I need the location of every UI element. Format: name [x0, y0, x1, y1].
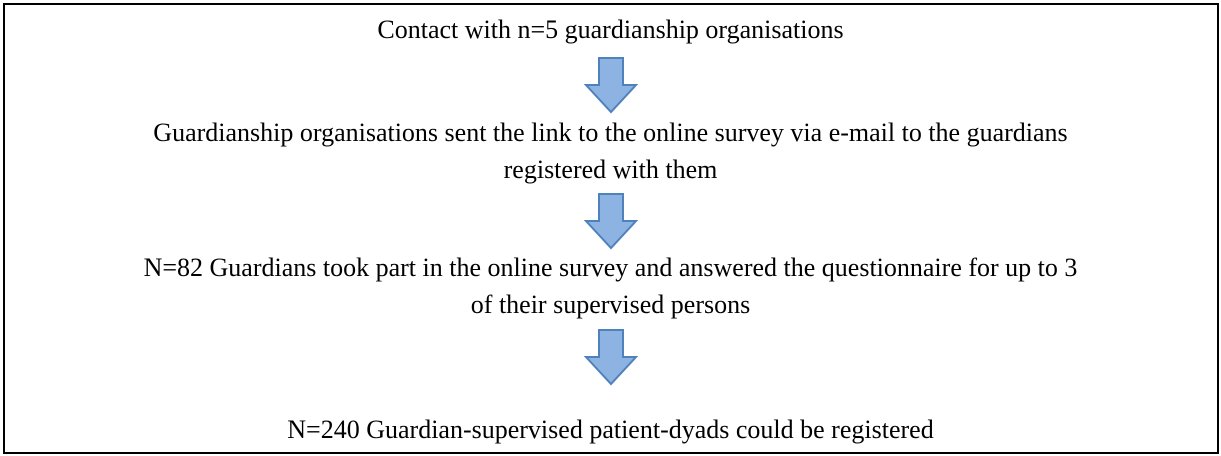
- step-text: registered with them: [503, 155, 718, 184]
- flowchart-frame: [3, 3, 1219, 454]
- step-text: N=82 Guardians took part in the online s…: [143, 253, 1078, 282]
- down-arrow: [583, 329, 639, 386]
- down-arrow: [583, 193, 639, 250]
- step-text: Contact with n=5 guardianship organisati…: [377, 15, 844, 44]
- down-arrow: [583, 57, 639, 114]
- step-text: Guardianship organisations sent the link…: [153, 118, 1068, 147]
- step-text: N=240 Guardian-supervised patient-dyads …: [287, 415, 934, 444]
- step-text: of their supervised persons: [470, 290, 751, 319]
